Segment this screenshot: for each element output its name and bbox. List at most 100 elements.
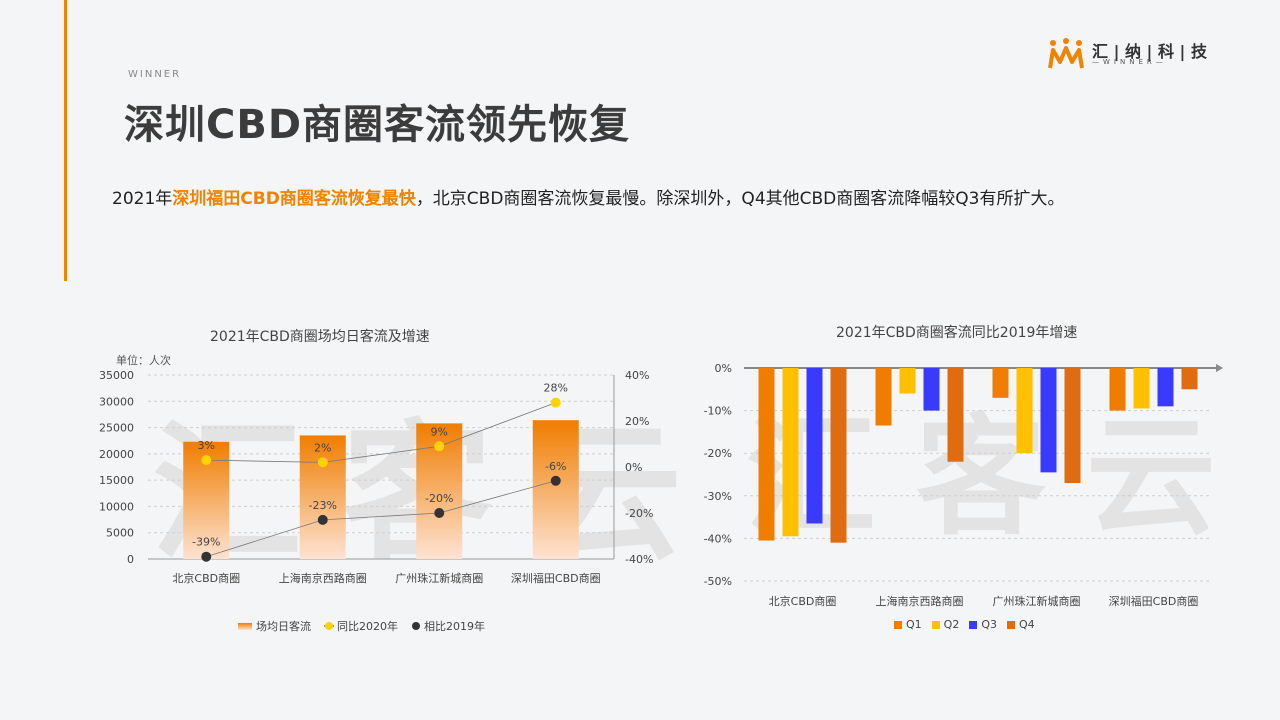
q1-bar	[875, 368, 892, 426]
vs2019-point	[550, 475, 561, 486]
y-tick-label: -50%	[704, 575, 732, 588]
summary-highlight: 深圳福田CBD商圈客流恢复最快	[172, 189, 416, 209]
logo-subtitle: —WINNER—	[1092, 58, 1167, 66]
q4-legend-item: Q4	[1007, 618, 1035, 631]
summary-post: ，北京CBD商圈客流恢复最慢。除深圳外，Q4其他CBD商圈客流降幅较Q3有所扩大…	[415, 189, 1065, 209]
y-tick-label: 5000	[106, 527, 134, 540]
accent-line	[64, 0, 67, 281]
y2-tick-label: -20%	[625, 507, 653, 520]
x-axis-arrow	[1216, 364, 1223, 372]
q3-bar	[1157, 368, 1174, 407]
x-tick-label: 北京CBD商圈	[172, 571, 240, 585]
y-tick-label: 35000	[99, 369, 134, 382]
q3-legend-label: Q3	[981, 618, 998, 631]
q1-bar	[758, 368, 775, 541]
brand-small: WINNER	[128, 69, 182, 80]
q2-bar	[899, 368, 916, 394]
logo-icon	[1048, 38, 1084, 69]
vs2019-line	[206, 480, 556, 558]
q2-bar	[782, 368, 799, 537]
chart2-title: 2021年CBD商圈客流同比2019年增速	[836, 325, 1078, 341]
q2-legend-item: Q2	[931, 618, 960, 631]
yoy2020-data-label: 2%	[314, 441, 331, 454]
vs2019-legend-item: 相比2019年	[412, 618, 485, 634]
logo: 汇 | 纳 | 科 | 技 —WINNER—	[1046, 36, 1226, 72]
q3-bar	[923, 368, 940, 411]
q3-bar	[1040, 368, 1057, 473]
yoy2020-line	[206, 402, 556, 463]
traffic-legend-swatch	[238, 622, 252, 630]
y-tick-label: 0	[127, 553, 134, 566]
vs2019-data-label: -6%	[545, 460, 566, 473]
yoy2020-data-label: 9%	[431, 425, 448, 438]
chart2-legend: Q1 Q2 Q3 Q4	[894, 618, 1045, 631]
q2-bar	[1133, 368, 1150, 409]
page-title: 深圳CBD商圈客流领先恢复	[124, 102, 631, 148]
q1-bar	[1109, 368, 1126, 411]
q1-bar	[992, 368, 1009, 398]
q2-legend-label: Q2	[943, 618, 960, 631]
bar	[299, 435, 346, 559]
logo-name: 汇 | 纳 | 科 | 技	[1092, 42, 1207, 61]
summary-pre: 2021年	[112, 189, 173, 209]
y2-tick-label: 20%	[625, 415, 649, 428]
yoy2020-legend-item: 同比2020年	[325, 618, 398, 634]
q2-bar	[1016, 368, 1033, 454]
yoy2020-data-label: 28%	[544, 382, 568, 395]
q4-legend-swatch	[1007, 620, 1016, 629]
vs2019-data-label: -20%	[425, 492, 453, 505]
vs2019-data-label: -39%	[192, 536, 220, 549]
y-tick-label: 0%	[715, 362, 732, 375]
q3-bar	[806, 368, 823, 524]
y-tick-label: -30%	[704, 490, 732, 503]
y2-tick-label: 0%	[625, 461, 642, 474]
y2-tick-label: -40%	[625, 553, 653, 566]
q1-legend-item: Q1	[894, 618, 922, 631]
y2-tick-label: 40%	[625, 369, 649, 382]
vs2019-legend-swatch	[412, 622, 420, 630]
q3-legend-swatch	[969, 620, 978, 629]
q1-legend-swatch	[894, 620, 902, 629]
x-tick-label: 深圳福田CBD商圈	[1109, 594, 1199, 608]
y-tick-label: 10000	[99, 500, 134, 513]
chart1-unit: 单位：人次	[116, 354, 171, 367]
y-tick-label: 20000	[99, 448, 134, 461]
q3-legend-item: Q3	[969, 618, 997, 631]
x-tick-label: 北京CBD商圈	[769, 594, 837, 608]
q4-legend-label: Q4	[1019, 618, 1035, 631]
yoy2020-point	[317, 457, 328, 468]
q2-legend-swatch	[931, 620, 940, 629]
bar	[532, 420, 579, 559]
q4-bar	[947, 368, 964, 462]
x-tick-label: 深圳福田CBD商圈	[511, 571, 601, 585]
y-tick-label: 25000	[99, 422, 134, 435]
yoy2020-legend-swatch	[325, 622, 333, 630]
chart1-legend: 场均日客流 同比2020年 相比2019年	[238, 618, 499, 634]
q4-bar	[1064, 368, 1081, 484]
q1-legend-label: Q1	[906, 618, 922, 631]
yoy2020-data-label: 3%	[198, 439, 215, 452]
vs2019-point	[317, 514, 328, 525]
traffic-legend-item: 场均日客流	[238, 618, 311, 634]
yoy2020-point	[201, 455, 212, 466]
traffic-legend-label: 场均日客流	[256, 620, 311, 633]
summary-text: 2021年深圳福田CBD商圈客流恢复最快，北京CBD商圈客流恢复最慢。除深圳外，…	[112, 184, 1064, 209]
yoy2020-point	[550, 397, 561, 408]
x-tick-label: 上海南京西路商圈	[876, 594, 964, 608]
vs2019-legend-label: 相比2019年	[424, 620, 485, 633]
y-tick-label: -10%	[704, 405, 732, 418]
x-tick-label: 广州珠江新城商圈	[993, 594, 1081, 608]
x-tick-label: 上海南京西路商圈	[279, 571, 367, 585]
yoy2020-legend-label: 同比2020年	[337, 620, 398, 633]
chart1-title: 2021年CBD商圈场均日客流及增速	[210, 329, 430, 345]
x-tick-label: 广州珠江新城商圈	[395, 571, 483, 585]
y-tick-label: -40%	[704, 532, 732, 545]
vs2019-point	[201, 551, 212, 562]
vs2019-point	[434, 508, 445, 518]
y-tick-label: 30000	[99, 395, 134, 408]
watermark-2: 汇客云	[746, 401, 1256, 553]
q4-bar	[830, 368, 847, 543]
y-tick-label: 15000	[99, 474, 134, 487]
